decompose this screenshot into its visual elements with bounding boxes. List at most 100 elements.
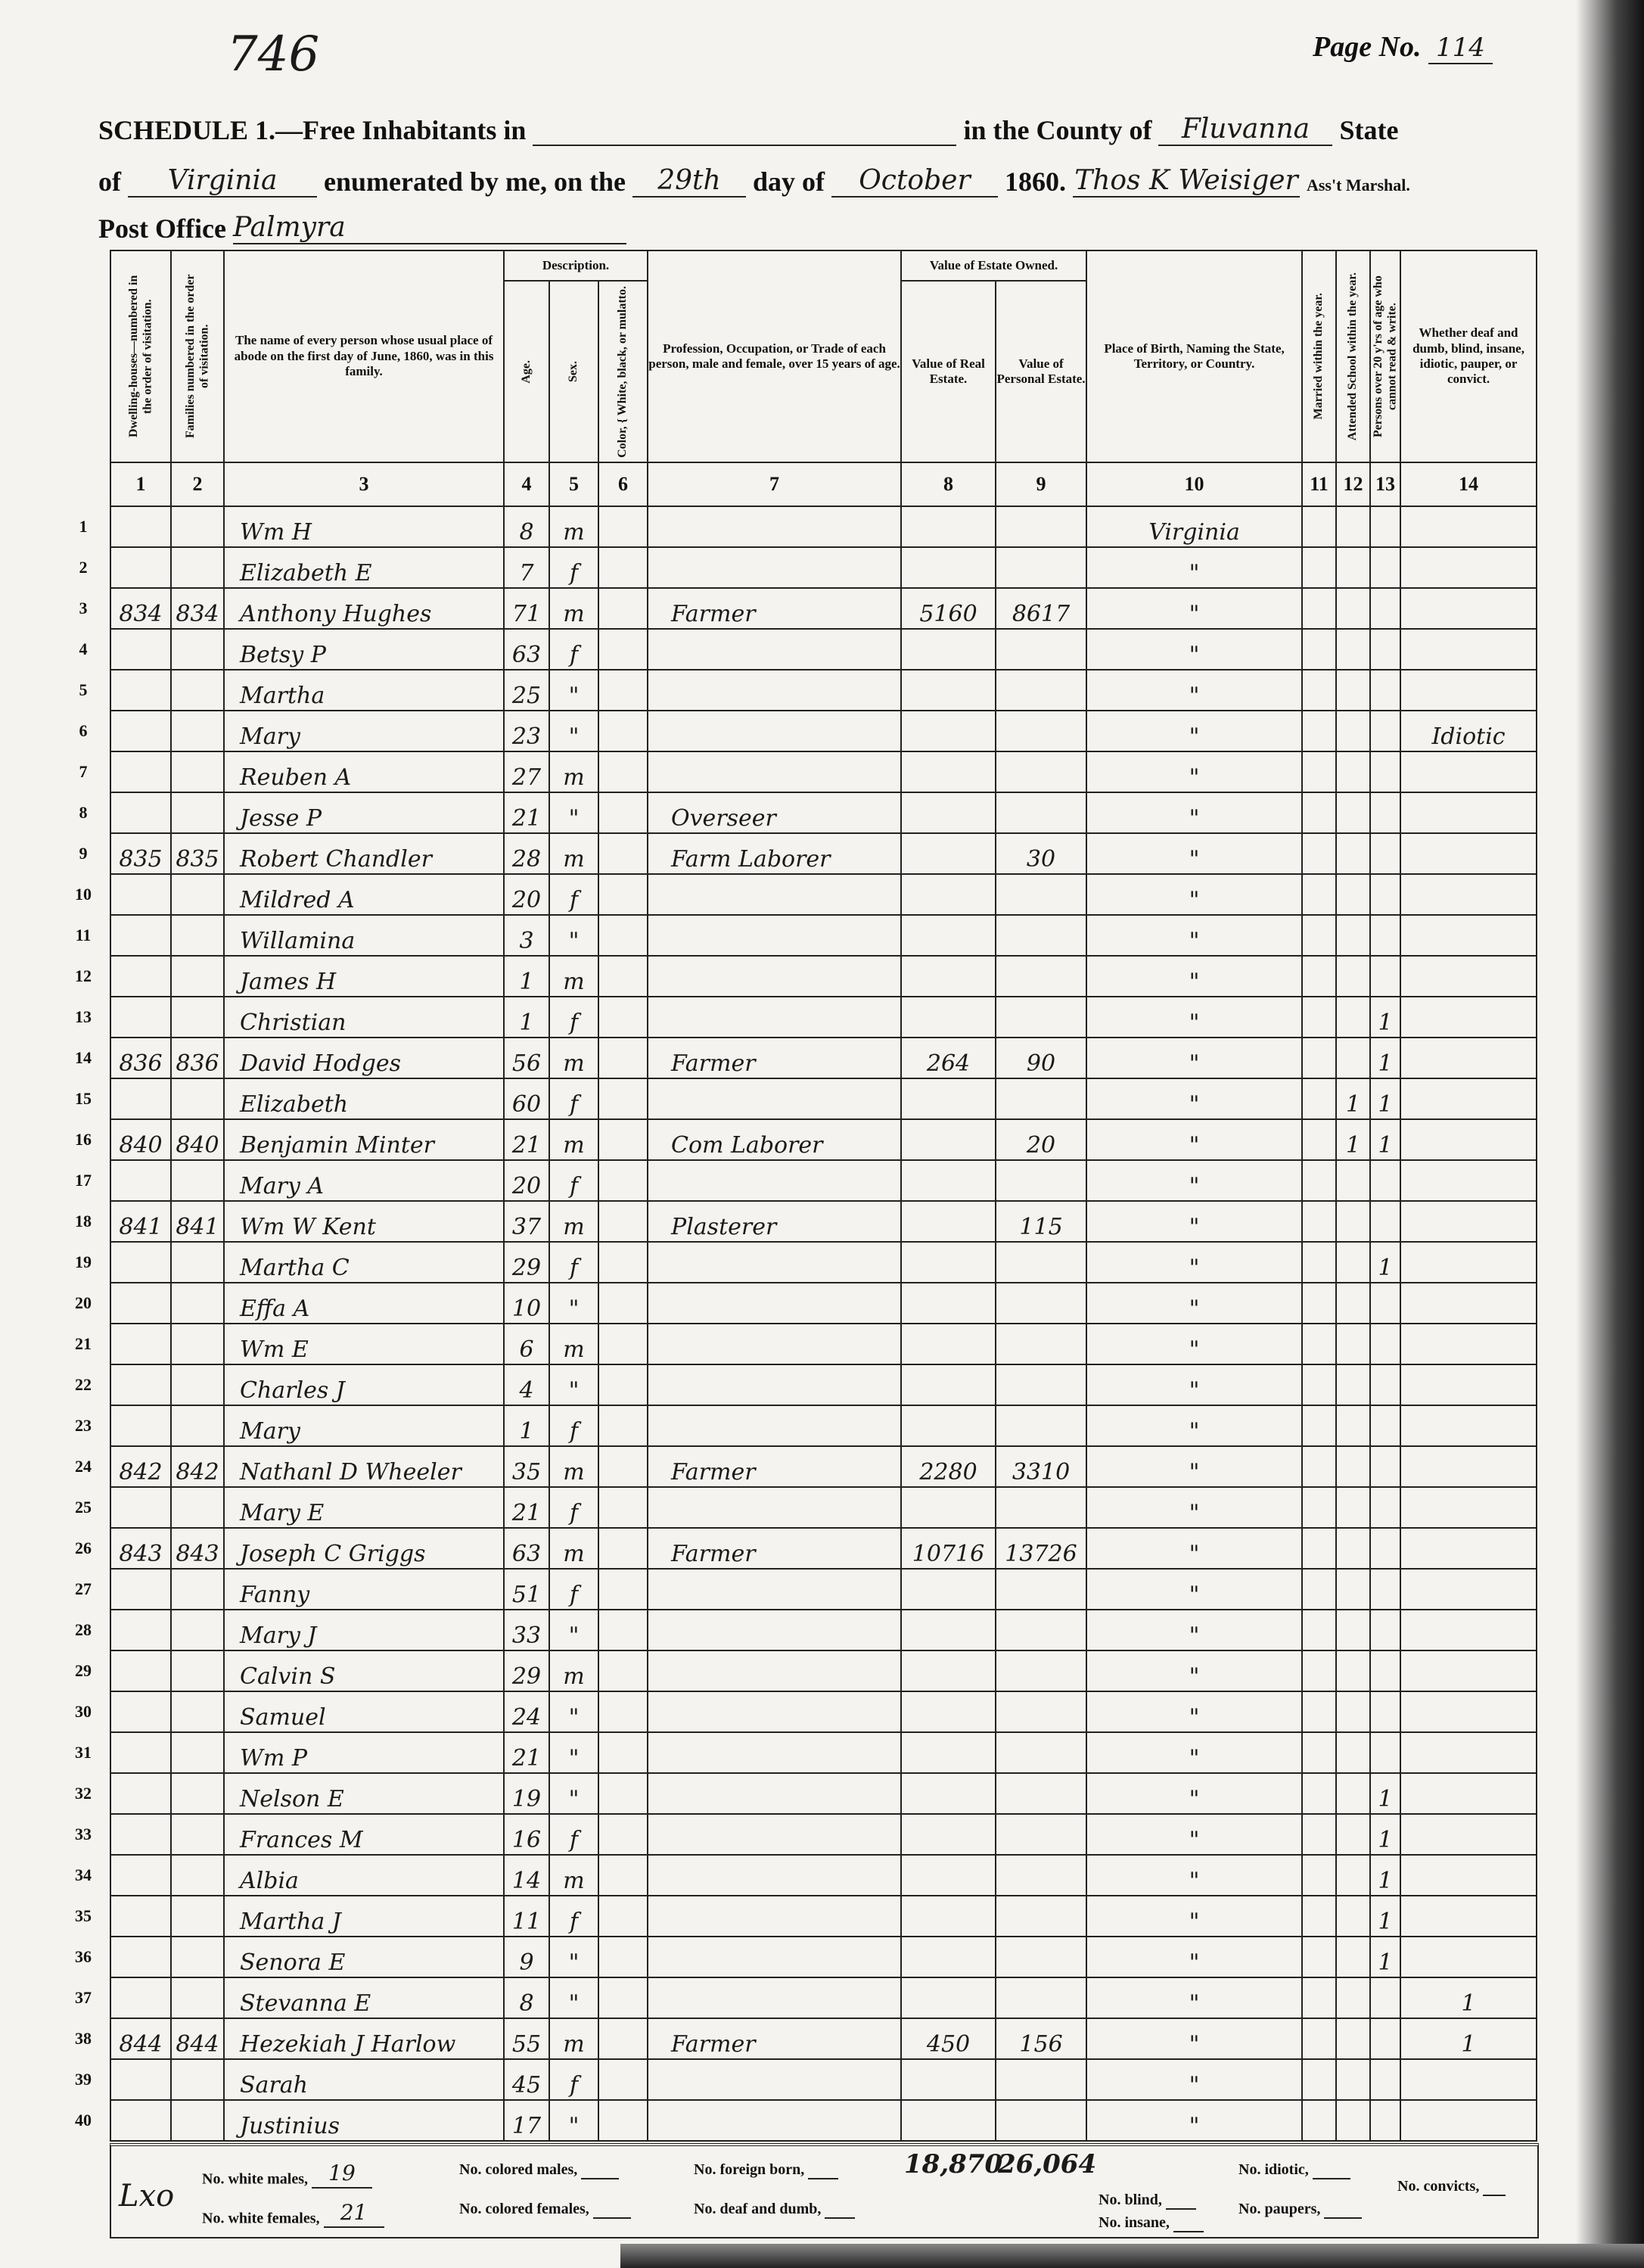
family-number bbox=[170, 1405, 225, 1447]
age: 11 bbox=[503, 1895, 550, 1937]
real-estate-value bbox=[900, 546, 997, 589]
dwelling-number bbox=[110, 914, 172, 957]
illiterate-mark: 1 bbox=[1369, 1813, 1402, 1856]
color bbox=[597, 2099, 649, 2142]
sex: m bbox=[549, 1118, 599, 1161]
dwelling-number: 844 bbox=[110, 2018, 172, 2060]
col-header-color: Color, { White, black, or mulatto. bbox=[597, 280, 649, 463]
month-field: October bbox=[831, 165, 998, 198]
illiterate-mark bbox=[1369, 914, 1402, 957]
table-row: 835 835 Robert Chandler 28 m Farm Laborer 30 " bbox=[110, 832, 1538, 875]
color bbox=[597, 955, 649, 997]
dwelling-number bbox=[110, 669, 172, 711]
occupation: Farm Laborer bbox=[647, 832, 903, 875]
condition bbox=[1400, 1895, 1538, 1937]
married-mark bbox=[1301, 1691, 1338, 1733]
age: 51 bbox=[503, 1568, 550, 1610]
table-row: 841 841 Wm W Kent 37 m Plasterer 115 " bbox=[110, 1200, 1538, 1243]
age: 6 bbox=[503, 1323, 550, 1365]
color bbox=[597, 587, 649, 630]
condition bbox=[1400, 1241, 1538, 1283]
dwelling-number: 841 bbox=[110, 1200, 172, 1243]
condition bbox=[1400, 914, 1538, 957]
real-estate-value bbox=[900, 506, 997, 548]
occupation: Farmer bbox=[647, 2018, 903, 2060]
married-mark bbox=[1301, 1609, 1338, 1651]
personal-estate-value: 20 bbox=[995, 1118, 1088, 1161]
sex: m bbox=[549, 1445, 599, 1488]
occupation: Farmer bbox=[647, 1037, 903, 1079]
personal-estate-value bbox=[995, 1282, 1088, 1324]
birthplace: " bbox=[1086, 1813, 1304, 1856]
personal-estate-value bbox=[995, 1731, 1088, 1774]
birthplace: " bbox=[1086, 792, 1304, 834]
person-name: Betsy P bbox=[223, 628, 505, 670]
column-number: 3 bbox=[223, 462, 505, 507]
person-name: Frances M bbox=[223, 1813, 505, 1856]
col-header-sex: Sex. bbox=[549, 280, 599, 463]
illiterate-mark bbox=[1369, 955, 1402, 997]
column-number: 6 bbox=[597, 462, 649, 507]
dwelling-number bbox=[110, 1078, 172, 1120]
sex: m bbox=[549, 751, 599, 793]
sex: m bbox=[549, 506, 599, 548]
line-number: 23 bbox=[75, 1416, 92, 1435]
family-number bbox=[170, 1895, 225, 1937]
birthplace: " bbox=[1086, 1037, 1304, 1079]
married-mark bbox=[1301, 2058, 1338, 2101]
color bbox=[597, 1731, 649, 1774]
illiterate-mark: 1 bbox=[1369, 1854, 1402, 1896]
dwelling-number bbox=[110, 792, 172, 834]
person-name: Senora E bbox=[223, 1936, 505, 1978]
table-row: 836 836 David Hodges 56 m Farmer 264 90 " 1 bbox=[110, 1037, 1538, 1079]
col-header-estate: Value of Estate Owned. bbox=[900, 250, 1088, 282]
line-number: 6 bbox=[79, 721, 88, 740]
personal-estate-value bbox=[995, 1241, 1088, 1283]
dwelling-number bbox=[110, 2058, 172, 2101]
illiterate-mark bbox=[1369, 792, 1402, 834]
occupation bbox=[647, 1936, 903, 1978]
occupation bbox=[647, 914, 903, 957]
dwelling-number bbox=[110, 955, 172, 997]
school-mark bbox=[1335, 1200, 1372, 1243]
illiterate-mark bbox=[1369, 1650, 1402, 1692]
table-row: 843 843 Joseph C Griggs 63 m Farmer 10716 13726… bbox=[110, 1527, 1538, 1570]
line-number: 36 bbox=[75, 1947, 92, 1966]
family-number bbox=[170, 506, 225, 548]
birthplace: " bbox=[1086, 1486, 1304, 1529]
occupation bbox=[647, 669, 903, 711]
age: 55 bbox=[503, 2018, 550, 2060]
stamp-number: 746 bbox=[227, 26, 320, 82]
personal-estate-value bbox=[995, 1323, 1088, 1365]
birthplace: " bbox=[1086, 1078, 1304, 1120]
column-number: 13 bbox=[1369, 462, 1402, 507]
school-mark bbox=[1335, 2018, 1372, 2060]
married-mark bbox=[1301, 1854, 1338, 1896]
school-mark bbox=[1335, 2058, 1372, 2101]
colored-females: No. colored females, bbox=[459, 2199, 631, 2219]
line-number: 8 bbox=[79, 803, 88, 822]
family-number bbox=[170, 1323, 225, 1365]
school-mark bbox=[1335, 1241, 1372, 1283]
sex: m bbox=[549, 955, 599, 997]
person-name: Sarah bbox=[223, 2058, 505, 2101]
sex: m bbox=[549, 1200, 599, 1243]
color bbox=[597, 1078, 649, 1120]
age: 20 bbox=[503, 1159, 550, 1202]
person-name: Elizabeth E bbox=[223, 546, 505, 589]
birthplace: " bbox=[1086, 1650, 1304, 1692]
school-mark bbox=[1335, 2099, 1372, 2142]
occupation bbox=[647, 1813, 903, 1856]
table-row: Elizabeth E 7 f " bbox=[110, 546, 1538, 589]
school-mark bbox=[1335, 1609, 1372, 1651]
paupers: No. paupers, bbox=[1238, 2199, 1363, 2219]
real-estate-value: 5160 bbox=[900, 587, 997, 630]
married-mark bbox=[1301, 1977, 1338, 2019]
dwelling-number bbox=[110, 751, 172, 793]
family-number bbox=[170, 710, 225, 752]
line-number: 13 bbox=[75, 1007, 92, 1026]
age: 1 bbox=[503, 1405, 550, 1447]
condition bbox=[1400, 1037, 1538, 1079]
illiterate-mark bbox=[1369, 1364, 1402, 1406]
table-row: Martha 25 " " bbox=[110, 669, 1538, 711]
